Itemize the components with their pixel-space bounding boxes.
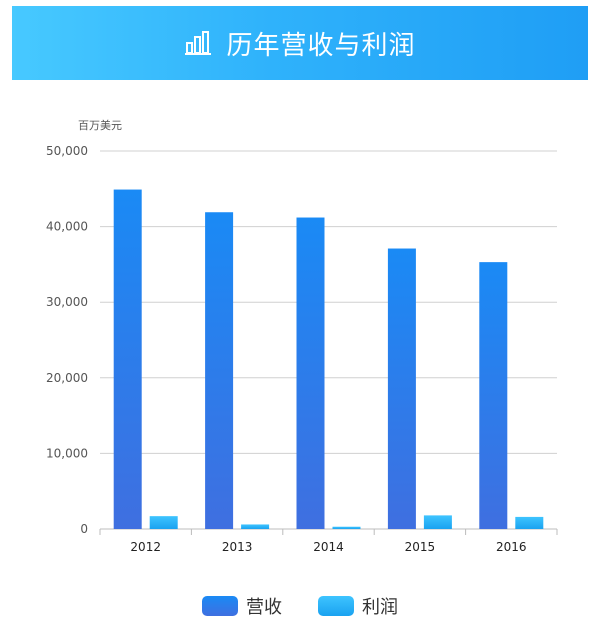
chart-title: 历年营收与利润 <box>226 30 416 61</box>
legend-swatch-revenue <box>202 596 238 616</box>
x-tick-label: 2014 <box>313 540 344 554</box>
bar-profit <box>423 515 452 529</box>
legend-item-revenue: 营收 <box>202 593 282 619</box>
x-tick-label: 2013 <box>222 540 253 554</box>
bar-profit <box>515 516 544 529</box>
bar-revenue <box>205 212 234 529</box>
bar-revenue <box>479 262 508 529</box>
chart-header-content: 历年营收与利润 <box>184 25 415 62</box>
y-tick-label: 20,000 <box>46 371 88 385</box>
y-tick-label: 0 <box>80 522 88 536</box>
bar-chart: 百万美元 0 10,000 20,000 30,000 40,000 50,000 2012… <box>46 119 558 554</box>
chart-header-banner: 历年营收与利润 <box>12 6 588 80</box>
bar-profit <box>332 526 361 529</box>
x-tick-label: 2016 <box>496 540 527 554</box>
legend-label-profit: 利润 <box>362 597 398 618</box>
y-axis-unit-label: 百万美元 <box>78 119 122 132</box>
y-tick-label: 50,000 <box>46 144 88 158</box>
legend-swatch-profit <box>318 596 354 616</box>
bar-profit <box>149 516 178 529</box>
legend-item-profit: 利润 <box>318 593 398 619</box>
y-tick-label: 30,000 <box>46 295 88 309</box>
y-tick-label: 10,000 <box>46 446 88 460</box>
x-tick-label: 2012 <box>130 540 161 554</box>
bar-chart-icon <box>185 31 212 55</box>
y-tick-label: 40,000 <box>46 220 88 234</box>
chart-legend: 营收 利润 <box>0 592 600 620</box>
bar-profit <box>241 524 270 529</box>
legend-label-revenue: 营收 <box>246 597 282 618</box>
bar-revenue <box>296 217 325 529</box>
bar-revenue <box>113 189 142 529</box>
x-tick-label: 2015 <box>405 540 436 554</box>
bar-revenue <box>387 248 416 530</box>
